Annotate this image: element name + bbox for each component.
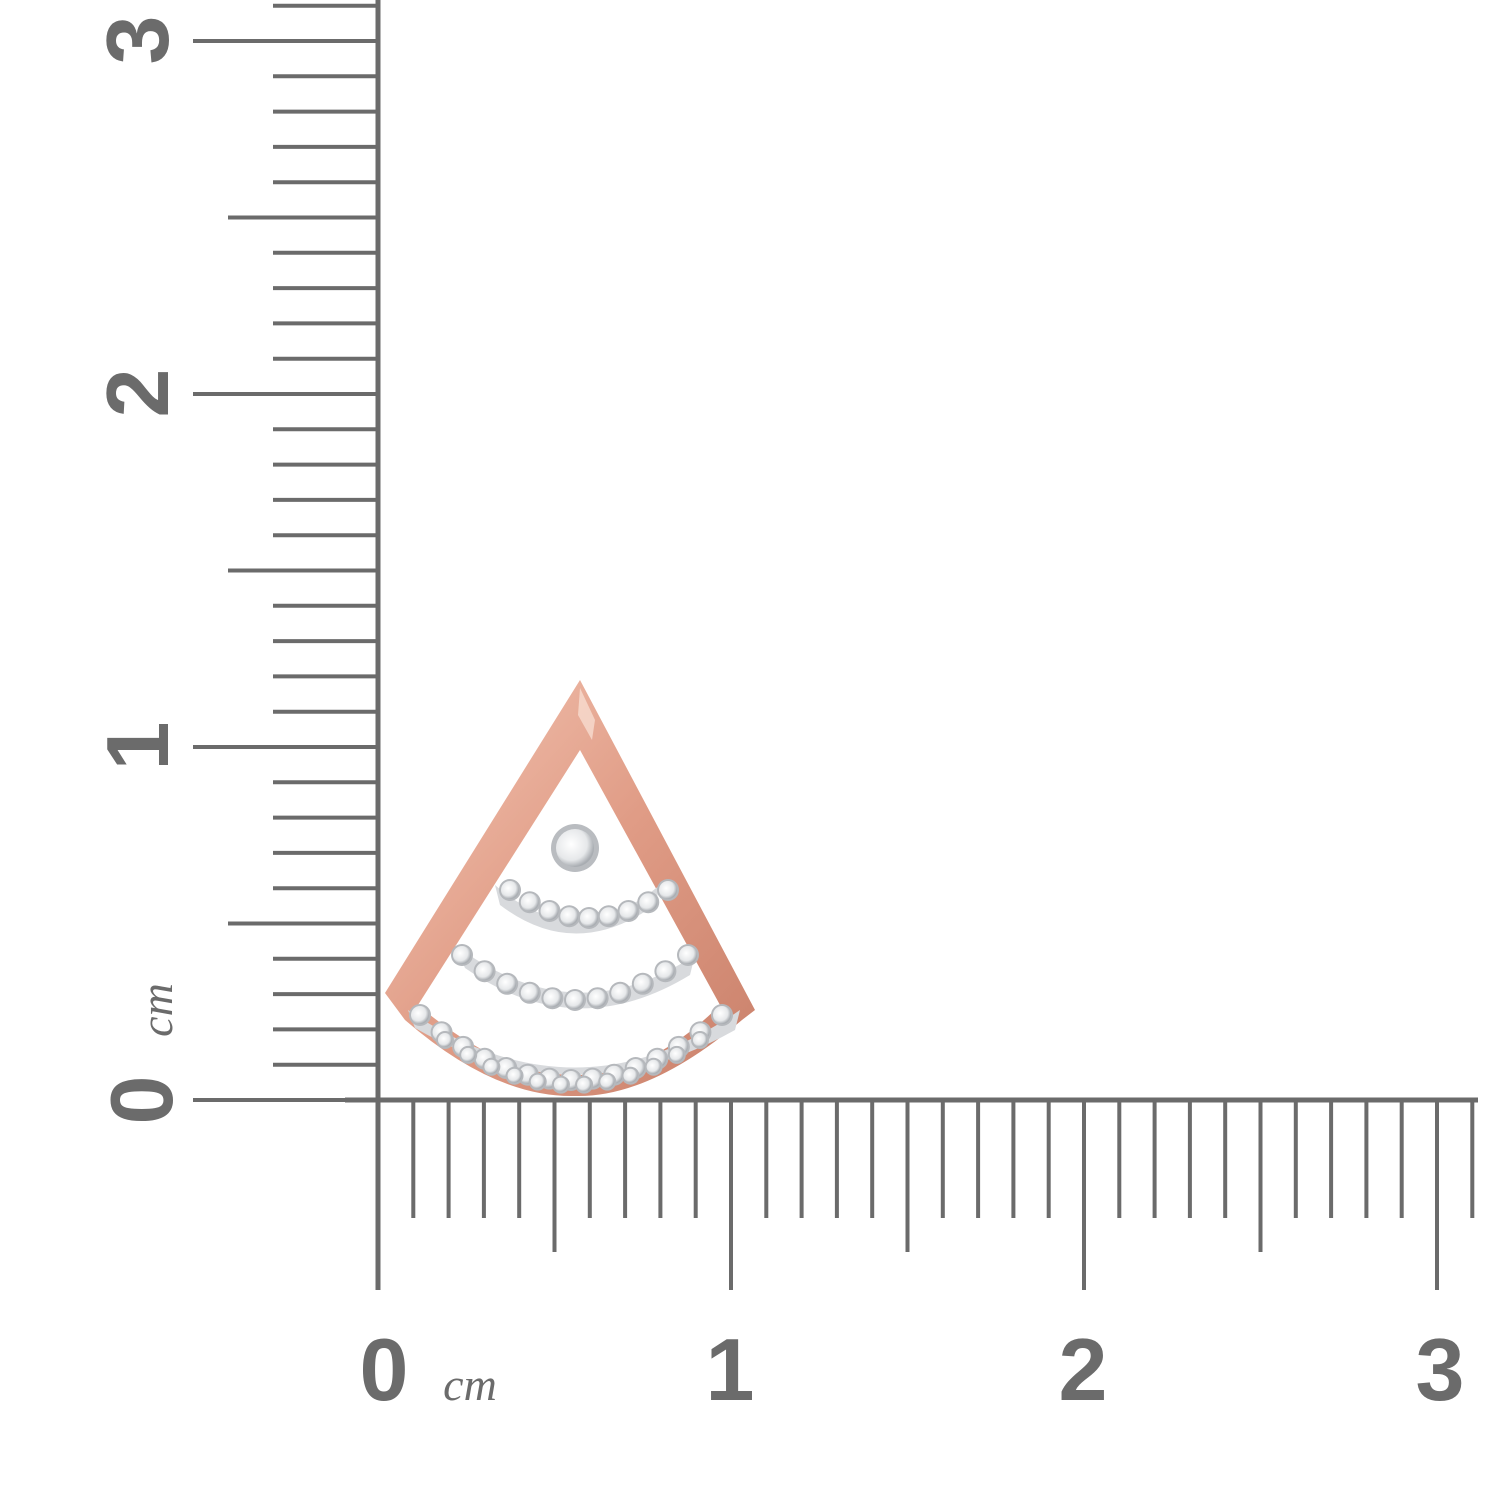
stone — [619, 902, 638, 920]
stone — [566, 991, 584, 1009]
stone — [453, 946, 471, 964]
stone — [498, 974, 517, 993]
stone — [411, 1006, 429, 1024]
stone — [646, 1059, 661, 1074]
stone — [669, 1047, 684, 1062]
stone-band-2 — [455, 945, 695, 1009]
stone — [580, 909, 598, 927]
stone — [543, 989, 562, 1008]
stone — [553, 1077, 568, 1092]
solitaire-stone — [556, 829, 594, 867]
stone — [600, 1074, 615, 1089]
stone — [623, 1068, 638, 1083]
stone — [560, 907, 579, 926]
stone — [588, 989, 607, 1008]
stone — [530, 1074, 545, 1089]
stone — [475, 962, 494, 981]
y-label-3: 3 — [88, 16, 187, 65]
stone — [461, 1047, 476, 1062]
stone-band-1 — [495, 885, 660, 934]
y-axis-labels: 0 cm 1 2 3 — [88, 16, 191, 1125]
stone — [507, 1068, 522, 1083]
y-label-2: 2 — [88, 369, 187, 418]
frame-highlight — [578, 688, 595, 740]
y-label-1: 1 — [88, 722, 187, 771]
ruler — [193, 0, 1478, 1290]
stone — [713, 1006, 731, 1024]
x-unit-label: cm — [443, 1359, 497, 1410]
x-axis-labels: 0 cm 1 2 3 — [360, 1320, 1465, 1419]
stone — [438, 1033, 452, 1047]
x-label-2: 2 — [1059, 1320, 1108, 1419]
x-label-3: 3 — [1416, 1320, 1465, 1419]
y-unit-label: cm — [131, 983, 182, 1037]
stone — [679, 946, 697, 964]
stone — [639, 893, 658, 912]
stone — [599, 907, 618, 926]
stone — [540, 902, 559, 920]
stone — [520, 893, 539, 912]
stone — [501, 881, 519, 899]
stone — [633, 974, 652, 993]
stone — [656, 962, 675, 981]
y-label-0: 0 — [92, 1076, 191, 1125]
pendant-image — [385, 680, 755, 1097]
x-label-1: 1 — [706, 1320, 755, 1419]
stone — [484, 1059, 499, 1074]
stone — [577, 1077, 592, 1092]
stone — [659, 881, 677, 899]
stone — [693, 1033, 707, 1047]
stone — [611, 983, 630, 1002]
x-label-0: 0 — [360, 1320, 409, 1419]
stones — [409, 879, 733, 1094]
stone — [520, 983, 539, 1002]
